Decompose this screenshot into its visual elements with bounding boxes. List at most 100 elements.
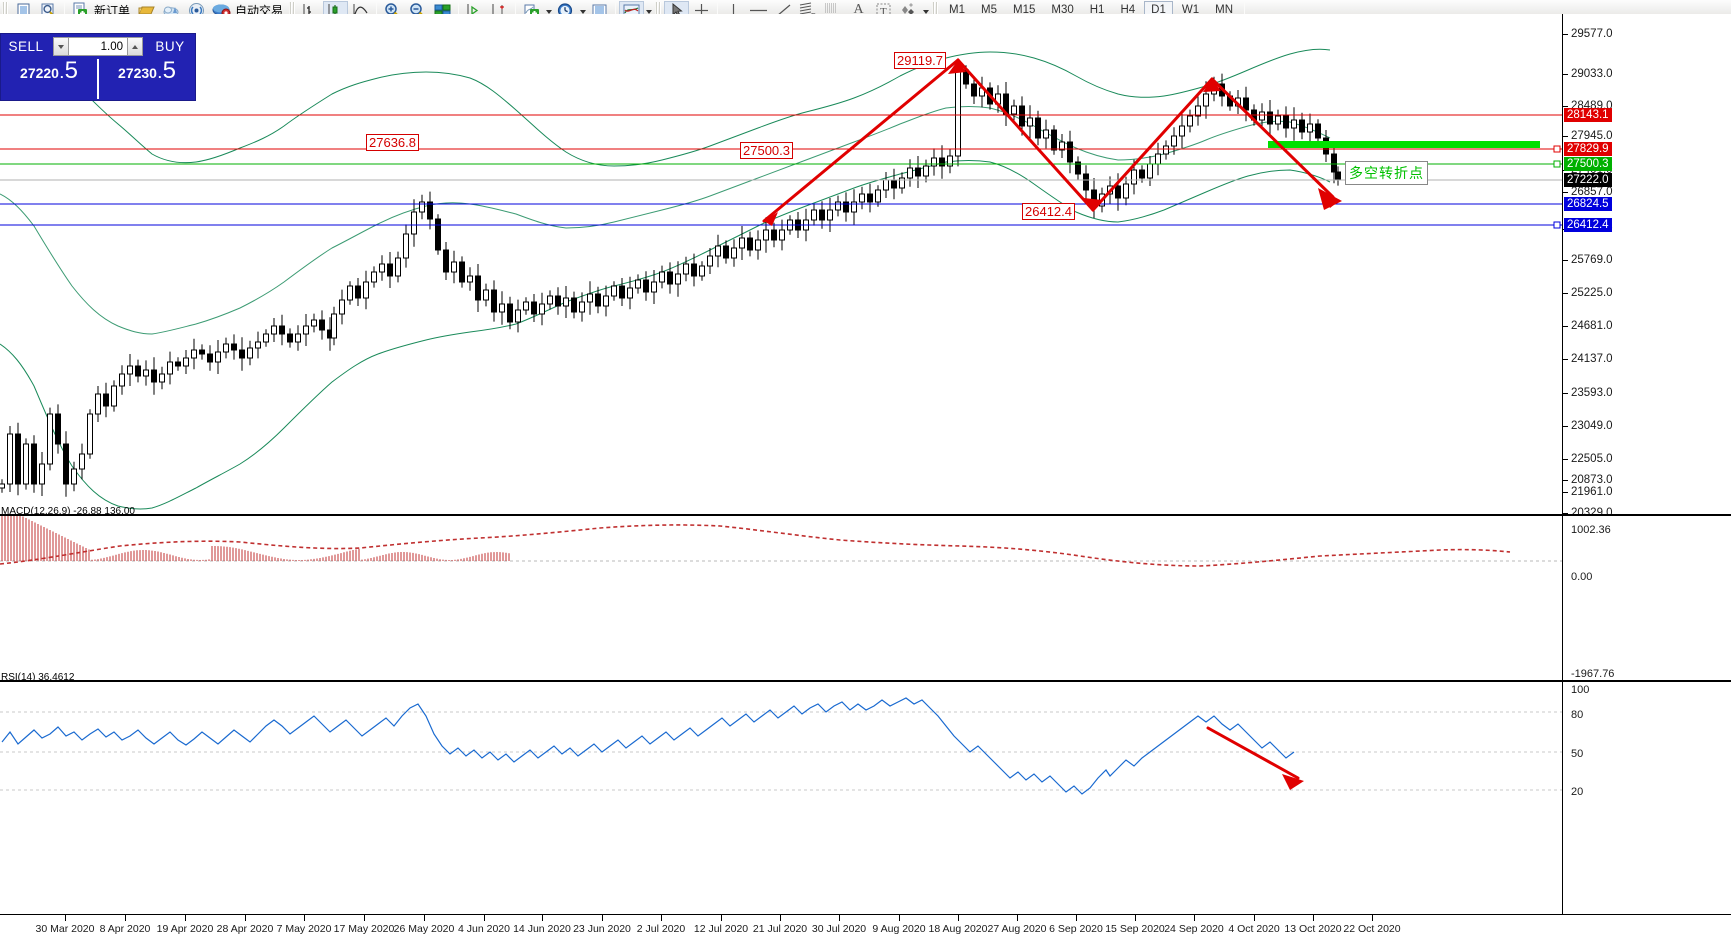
price-axis-label: 26857.0 [1571, 186, 1613, 198]
rsi-axis: 100 80 50 20 [1562, 682, 1731, 914]
date-axis-label: 2 Jul 2020 [636, 923, 686, 935]
support-zone-highlight [1268, 141, 1540, 148]
date-axis-label: 6 Sep 2020 [1049, 923, 1103, 935]
price-axis-tick [1563, 74, 1568, 75]
rsi-panel[interactable]: RSI(14) 36.4612 [0, 672, 1562, 914]
line-anchor-handles[interactable] [1553, 145, 1561, 229]
price-axis-tick [1563, 34, 1568, 35]
timeframe-mn-button[interactable]: MN [1215, 4, 1233, 16]
toolbar-grip-2[interactable] [289, 1, 297, 19]
timeframe-m30-button[interactable]: M30 [1051, 4, 1074, 16]
price-axis-label: 24681.0 [1571, 320, 1613, 332]
price-tag-current-price[interactable]: 27222.0 [1564, 173, 1612, 187]
date-axis-tick [304, 915, 305, 921]
timeframe-bar: M1 M5 M15 M30 H1 H4 D1 W1 MN [941, 1, 1241, 19]
text-A-icon[interactable]: A [853, 2, 864, 17]
price-axis-tick [1563, 359, 1568, 360]
price-axis-tick [1563, 513, 1568, 514]
toolbar-divider-2 [376, 2, 378, 18]
price-axis-tick [1563, 480, 1568, 481]
price-tag-resistance-line[interactable]: 28143.1 [1564, 108, 1612, 122]
trendline-icon[interactable] [771, 1, 796, 20]
price-tag-lower-line[interactable]: 26824.5 [1564, 197, 1612, 211]
date-axis-tick [1254, 915, 1255, 921]
date-axis-label: 4 Oct 2020 [1228, 923, 1280, 935]
rsi-arrowhead [1282, 774, 1304, 790]
price-axis-tick [1563, 459, 1568, 460]
price-tag-support-line[interactable]: 27500.3 [1564, 157, 1612, 171]
date-axis-label: 21 Jul 2020 [752, 923, 808, 935]
date-axis-tick [661, 915, 662, 921]
date-axis-tick [602, 915, 603, 921]
date-axis-tick [780, 915, 781, 921]
date-axis[interactable]: 30 Mar 2020 8 Apr 2020 19 Apr 2020 28 Apr 2… [0, 914, 1731, 943]
horizontal-line-icon[interactable] [746, 1, 771, 20]
macd-axis: 1002.36 0.00 -1967.76 [1562, 516, 1731, 681]
swing-label-left[interactable]: 27636.8 [366, 134, 419, 151]
timeframe-h4-button[interactable]: H4 [1120, 4, 1136, 16]
buy-price[interactable]: 27230. 5 [118, 57, 176, 84]
price-axis-label: 29033.0 [1571, 68, 1613, 80]
date-axis-tick [424, 915, 425, 921]
volume-stepper[interactable]: 1.00 [53, 37, 143, 56]
date-axis-tick [1076, 915, 1077, 921]
date-axis-tick [1313, 915, 1314, 921]
swing-high-label[interactable]: 29119.7 [894, 52, 947, 69]
mid-level-label[interactable]: 27500.3 [740, 142, 793, 159]
toolbar-grip[interactable] [2, 1, 9, 19]
swing-low-label[interactable]: 26412.4 [1022, 203, 1075, 220]
toolbar-divider-3 [458, 2, 460, 18]
date-axis-tick [125, 915, 126, 921]
price-axis-tick [1563, 260, 1568, 261]
date-axis-tick [899, 915, 900, 921]
date-axis-tick [958, 915, 959, 921]
timeframe-m15-button[interactable]: M15 [1013, 4, 1036, 16]
macd-axis-label: 0.00 [1571, 571, 1593, 583]
toolbar-divider-4 [515, 2, 517, 18]
toolbar-divider-6 [717, 2, 719, 18]
one-click-trade-panel: SELL 1.00 BUY 27220. 5 27230. 5 [0, 33, 196, 101]
sell-button[interactable]: SELL [8, 39, 44, 54]
macd-panel[interactable]: MACD(12,26,9) -26.88 136.00 [0, 506, 1562, 681]
volume-increase-button[interactable] [127, 38, 142, 55]
price-axis-label: 25225.0 [1571, 287, 1613, 299]
timeframe-m1-button[interactable]: M1 [949, 4, 966, 16]
price-axis-label: 23593.0 [1571, 387, 1613, 399]
price-axis-tick [1563, 192, 1568, 193]
buy-button[interactable]: BUY [155, 39, 185, 54]
timeframe-m5-button[interactable]: M5 [981, 4, 997, 16]
folder-gold-icon[interactable] [134, 1, 159, 20]
volume-decrease-button[interactable] [54, 38, 69, 55]
toolbar-divider [64, 2, 65, 18]
turning-point-label[interactable]: 多空转折点 [1345, 161, 1428, 185]
cloud-icon[interactable] [159, 1, 184, 20]
data-window-icon[interactable] [430, 1, 455, 20]
price-tag-lower-line[interactable]: 26412.4 [1564, 218, 1612, 232]
rsi-axis-label: 80 [1571, 709, 1584, 721]
date-axis-tick [65, 915, 66, 921]
date-axis-tick [1372, 915, 1373, 921]
timeframe-h1-button[interactable]: H1 [1089, 4, 1105, 16]
date-axis-label: 9 Aug 2020 [872, 923, 926, 935]
date-axis-tick [721, 915, 722, 921]
candlestick-series [0, 59, 1341, 497]
date-axis-label: 4 Jun 2020 [458, 923, 510, 935]
date-axis-label: 26 May 2020 [393, 923, 455, 935]
price-axis-tick [1563, 293, 1568, 294]
date-axis-label: 27 Aug 2020 [987, 923, 1047, 935]
price-tag-resistance-line[interactable]: 27829.9 [1564, 142, 1612, 156]
sell-price[interactable]: 27220. 5 [20, 57, 78, 84]
date-axis-tick [185, 915, 186, 921]
shapes-icon[interactable] [896, 1, 921, 20]
bollinger-middle-band [0, 106, 1331, 335]
price-axis-tick [1563, 326, 1568, 327]
toolbar-grip-4[interactable] [932, 1, 940, 19]
price-chart-canvas[interactable]: 29119.7 27636.8 27500.3 26412.4 多空转折点 [0, 14, 1562, 914]
bollinger-lower-band [0, 160, 1331, 510]
date-axis-tick [839, 915, 840, 921]
timeframe-w1-button[interactable]: W1 [1181, 4, 1200, 16]
volume-value[interactable]: 1.00 [100, 40, 123, 53]
toolbar-grip-3[interactable] [655, 1, 663, 19]
rsi-axis-label: 100 [1571, 684, 1590, 696]
